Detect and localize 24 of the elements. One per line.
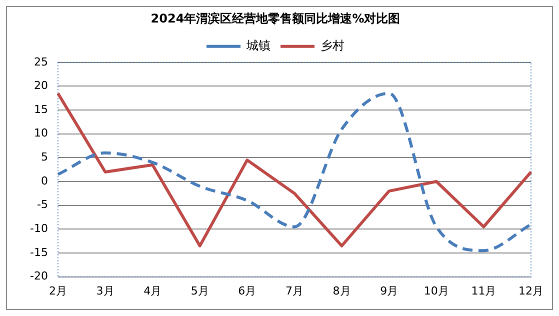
y-tick-label: 0 <box>40 174 48 188</box>
x-tick-label: 3月 <box>96 284 114 298</box>
x-tick-label: 2月 <box>48 284 67 298</box>
y-tick-label: -20 <box>30 270 48 283</box>
y-tick-label: 10 <box>34 126 48 140</box>
y-tick-label: -10 <box>30 222 48 236</box>
y-tick-label: 15 <box>34 102 48 116</box>
x-tick-label: 11月 <box>471 284 496 298</box>
x-tick-label: 4月 <box>144 284 162 298</box>
x-tick-label: 7月 <box>285 284 304 298</box>
y-tick-label: 25 <box>34 55 48 68</box>
x-tick-label: 10月 <box>424 284 449 298</box>
y-tick-label: 20 <box>34 79 48 92</box>
legend-label: 城镇 <box>246 38 270 53</box>
x-tick-label: 9月 <box>380 284 398 298</box>
x-tick-label: 8月 <box>332 284 351 298</box>
legend-label: 乡村 <box>320 38 344 53</box>
chart-title: 2024年渭滨区经营地零售额同比增速%对比图 <box>150 11 400 26</box>
y-tick-label: 5 <box>40 150 48 164</box>
y-tick-label: -15 <box>30 246 48 259</box>
x-tick-label: 5月 <box>190 284 209 298</box>
y-tick-label: -5 <box>37 198 48 212</box>
x-tick-label: 6月 <box>238 284 256 298</box>
x-tick-label: 12月 <box>518 284 544 298</box>
